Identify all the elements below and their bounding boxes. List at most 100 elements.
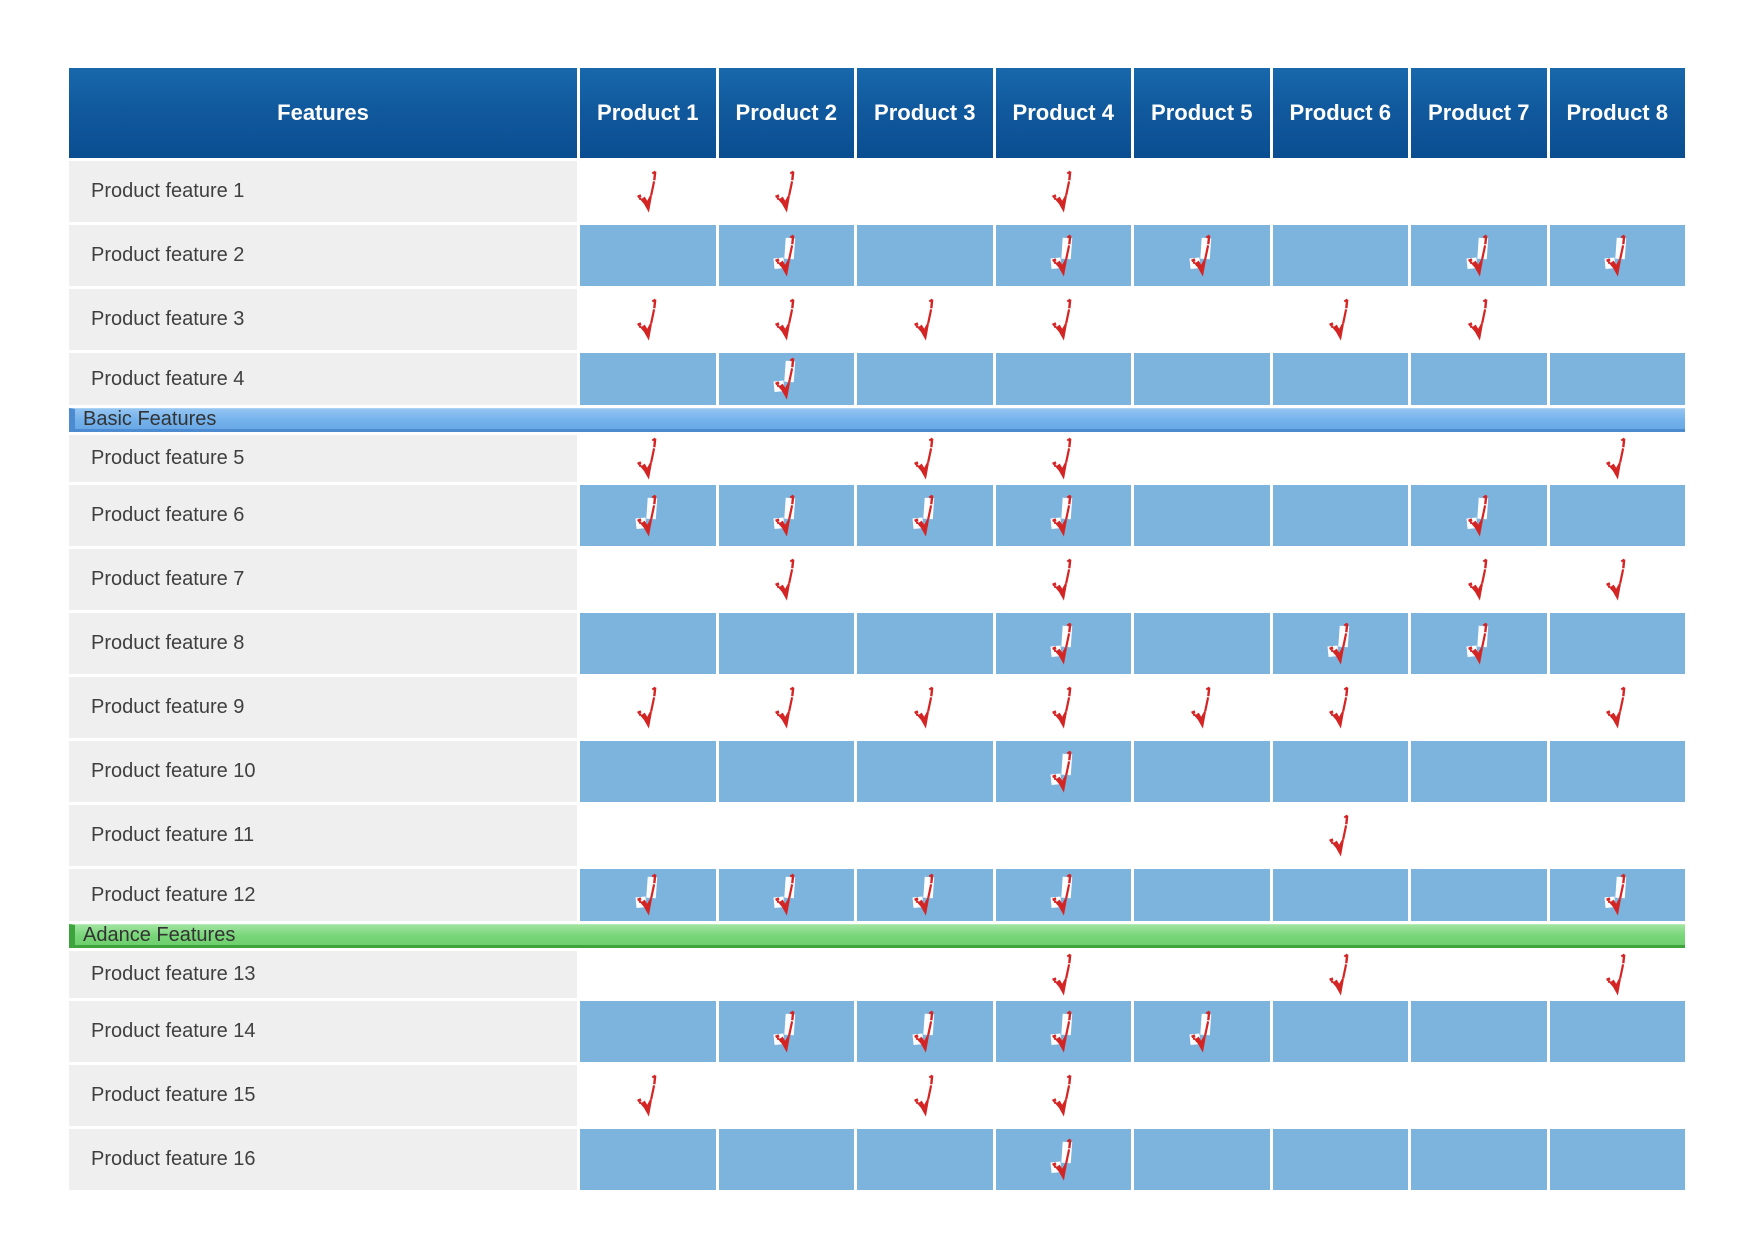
feature-availability-cell — [580, 435, 716, 482]
features-column-header: Features — [69, 68, 577, 158]
feature-availability-cell — [1549, 485, 1685, 546]
check-icon — [773, 1010, 796, 1053]
feature-availability-cell — [857, 741, 993, 802]
feature-availability-cell — [995, 613, 1131, 674]
check-icon — [635, 437, 657, 480]
feature-availability-cell — [995, 435, 1131, 482]
feature-availability-cell — [580, 677, 716, 738]
check-icon — [1466, 298, 1488, 341]
feature-availability-cell — [1134, 1065, 1270, 1126]
feature-availability-cell — [1549, 951, 1685, 998]
feature-availability-cell — [857, 805, 993, 866]
feature-row-label: Product feature 14 — [69, 1001, 577, 1062]
feature-row-label: Product feature 11 — [69, 805, 577, 866]
feature-row: Product feature 2 — [69, 225, 1685, 286]
feature-availability-cell — [1134, 435, 1270, 482]
section-divider-label: Basic Features — [83, 407, 217, 430]
check-icon — [773, 357, 796, 400]
feature-availability-cell — [1134, 225, 1270, 286]
feature-availability-cell — [1411, 1001, 1547, 1062]
feature-row-label: Product feature 15 — [69, 1065, 577, 1126]
feature-availability-cell — [718, 289, 854, 350]
feature-availability-cell — [718, 869, 854, 921]
feature-availability-cell — [857, 289, 993, 350]
feature-availability-cell — [995, 353, 1131, 405]
feature-availability-cell — [1549, 1129, 1685, 1190]
check-icon — [635, 873, 657, 916]
check-icon — [1327, 814, 1350, 857]
feature-row: Product feature 9 — [69, 677, 1685, 738]
feature-row-label: Product feature 2 — [69, 225, 577, 286]
feature-row: Product feature 15 — [69, 1065, 1685, 1126]
feature-row: Product feature 5 — [69, 435, 1685, 482]
check-icon — [912, 1074, 934, 1117]
feature-availability-cell — [1134, 289, 1270, 350]
feature-availability-cell — [995, 1001, 1131, 1062]
feature-availability-cell — [995, 485, 1131, 546]
product-column-header-label: Product 5 — [1151, 100, 1253, 125]
feature-row: Product feature 4 — [69, 353, 1685, 405]
check-icon — [1604, 558, 1627, 601]
feature-availability-cell — [718, 435, 854, 482]
feature-availability-cell — [580, 1065, 716, 1126]
product-column-header-1: Product 1 — [580, 68, 716, 158]
feature-availability-cell — [1411, 225, 1547, 286]
feature-availability-cell — [857, 161, 993, 222]
feature-availability-cell — [718, 805, 854, 866]
check-icon — [912, 437, 934, 480]
feature-availability-cell — [1549, 677, 1685, 738]
feature-availability-cell — [1134, 805, 1270, 866]
product-column-header-label: Product 8 — [1566, 100, 1668, 125]
feature-availability-cell — [995, 289, 1131, 350]
feature-row: Product feature 13 — [69, 951, 1685, 998]
feature-availability-cell — [580, 549, 716, 610]
feature-availability-cell — [1549, 289, 1685, 350]
feature-availability-cell — [718, 741, 854, 802]
check-icon — [773, 873, 796, 916]
feature-availability-cell — [1549, 353, 1685, 405]
feature-availability-cell — [718, 225, 854, 286]
feature-availability-cell — [1549, 741, 1685, 802]
feature-row-label: Product feature 6 — [69, 485, 577, 546]
feature-availability-cell — [580, 353, 716, 405]
feature-row-label: Product feature 5 — [69, 435, 577, 482]
product-column-header-5: Product 5 — [1134, 68, 1270, 158]
feature-availability-cell — [718, 613, 854, 674]
feature-availability-cell — [1411, 677, 1547, 738]
product-column-header-8: Product 8 — [1549, 68, 1685, 158]
feature-availability-cell — [580, 613, 716, 674]
feature-availability-cell — [1411, 951, 1547, 998]
feature-availability-cell — [1549, 869, 1685, 921]
feature-availability-cell — [1272, 677, 1408, 738]
check-icon — [1466, 558, 1488, 601]
check-icon — [1466, 234, 1488, 277]
check-icon — [912, 873, 934, 916]
product-column-header-label: Product 6 — [1289, 100, 1391, 125]
product-column-header-2: Product 2 — [718, 68, 854, 158]
feature-availability-cell — [580, 1129, 716, 1190]
check-icon — [1327, 686, 1350, 729]
feature-availability-cell — [580, 951, 716, 998]
feature-availability-cell — [1411, 1065, 1547, 1126]
feature-availability-cell — [1411, 485, 1547, 546]
feature-availability-cell — [1411, 805, 1547, 866]
section-divider-label: Adance Features — [83, 923, 236, 946]
feature-availability-cell — [1272, 1001, 1408, 1062]
feature-availability-cell — [995, 677, 1131, 738]
feature-row: Product feature 8 — [69, 613, 1685, 674]
feature-row: Product feature 6 — [69, 485, 1685, 546]
feature-availability-cell — [580, 805, 716, 866]
feature-row: Product feature 11 — [69, 805, 1685, 866]
check-icon — [1050, 170, 1073, 213]
feature-availability-cell — [1272, 869, 1408, 921]
feature-availability-cell — [1411, 353, 1547, 405]
check-icon — [1050, 1138, 1073, 1181]
check-icon — [635, 170, 657, 213]
check-icon — [1050, 686, 1073, 729]
feature-availability-cell — [718, 353, 854, 405]
feature-availability-cell — [1411, 741, 1547, 802]
feature-availability-cell — [857, 951, 993, 998]
check-icon — [1050, 1010, 1073, 1053]
feature-availability-cell — [857, 1129, 993, 1190]
feature-availability-cell — [718, 161, 854, 222]
